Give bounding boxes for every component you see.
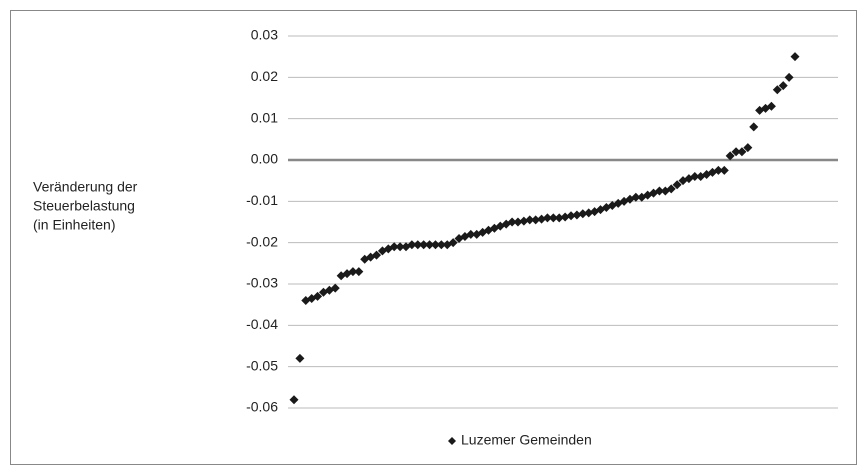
point bbox=[542, 213, 552, 223]
point bbox=[554, 213, 564, 223]
point bbox=[507, 217, 517, 227]
point bbox=[289, 395, 299, 405]
point bbox=[354, 267, 364, 277]
point bbox=[395, 242, 405, 252]
point bbox=[790, 52, 800, 62]
legend-label: Luzemer Gemeinden bbox=[461, 432, 592, 448]
point bbox=[713, 165, 723, 175]
point bbox=[407, 240, 417, 250]
point bbox=[419, 240, 429, 250]
point bbox=[525, 215, 535, 225]
point bbox=[666, 184, 676, 194]
point bbox=[537, 214, 547, 224]
point bbox=[572, 210, 582, 220]
point bbox=[413, 240, 423, 250]
y-axis-label: (in Einheiten) bbox=[33, 217, 116, 233]
point bbox=[654, 186, 664, 196]
point bbox=[778, 81, 788, 91]
point bbox=[330, 283, 340, 293]
point bbox=[519, 216, 529, 226]
y-tick-label: -0.04 bbox=[246, 316, 278, 332]
point bbox=[672, 180, 682, 190]
point bbox=[737, 147, 747, 157]
point bbox=[784, 72, 794, 82]
point bbox=[436, 240, 446, 250]
point bbox=[548, 213, 558, 223]
y-tick-label: -0.06 bbox=[246, 399, 278, 415]
point bbox=[731, 147, 741, 157]
y-tick-label: -0.02 bbox=[246, 233, 278, 249]
y-tick-label: 0.00 bbox=[251, 151, 278, 167]
point bbox=[430, 240, 440, 250]
point bbox=[448, 238, 458, 248]
point bbox=[772, 85, 782, 95]
point bbox=[690, 172, 700, 182]
y-axis-label: Veränderung der bbox=[33, 179, 138, 195]
y-axis-label: Steuerbelastung bbox=[33, 198, 135, 214]
point bbox=[743, 143, 753, 153]
y-tick-label: 0.02 bbox=[251, 68, 278, 84]
point bbox=[389, 242, 399, 252]
point bbox=[425, 240, 435, 250]
point bbox=[749, 122, 759, 132]
y-tick-label: -0.01 bbox=[246, 192, 278, 208]
point bbox=[719, 165, 729, 175]
chart-frame bbox=[10, 10, 857, 465]
legend-marker bbox=[448, 437, 456, 445]
point bbox=[631, 192, 641, 202]
point bbox=[566, 211, 576, 221]
point bbox=[513, 217, 523, 227]
point bbox=[584, 208, 594, 218]
point bbox=[295, 353, 305, 363]
point bbox=[531, 215, 541, 225]
point bbox=[766, 101, 776, 111]
y-tick-label: -0.03 bbox=[246, 275, 278, 291]
y-tick-label: 0.03 bbox=[251, 27, 278, 43]
point bbox=[466, 229, 476, 239]
point bbox=[578, 209, 588, 219]
y-tick-label: -0.05 bbox=[246, 357, 278, 373]
point bbox=[560, 212, 570, 222]
point bbox=[372, 250, 382, 260]
point bbox=[313, 291, 323, 301]
y-tick-label: 0.01 bbox=[251, 109, 278, 125]
point bbox=[725, 151, 735, 161]
point bbox=[348, 267, 358, 277]
